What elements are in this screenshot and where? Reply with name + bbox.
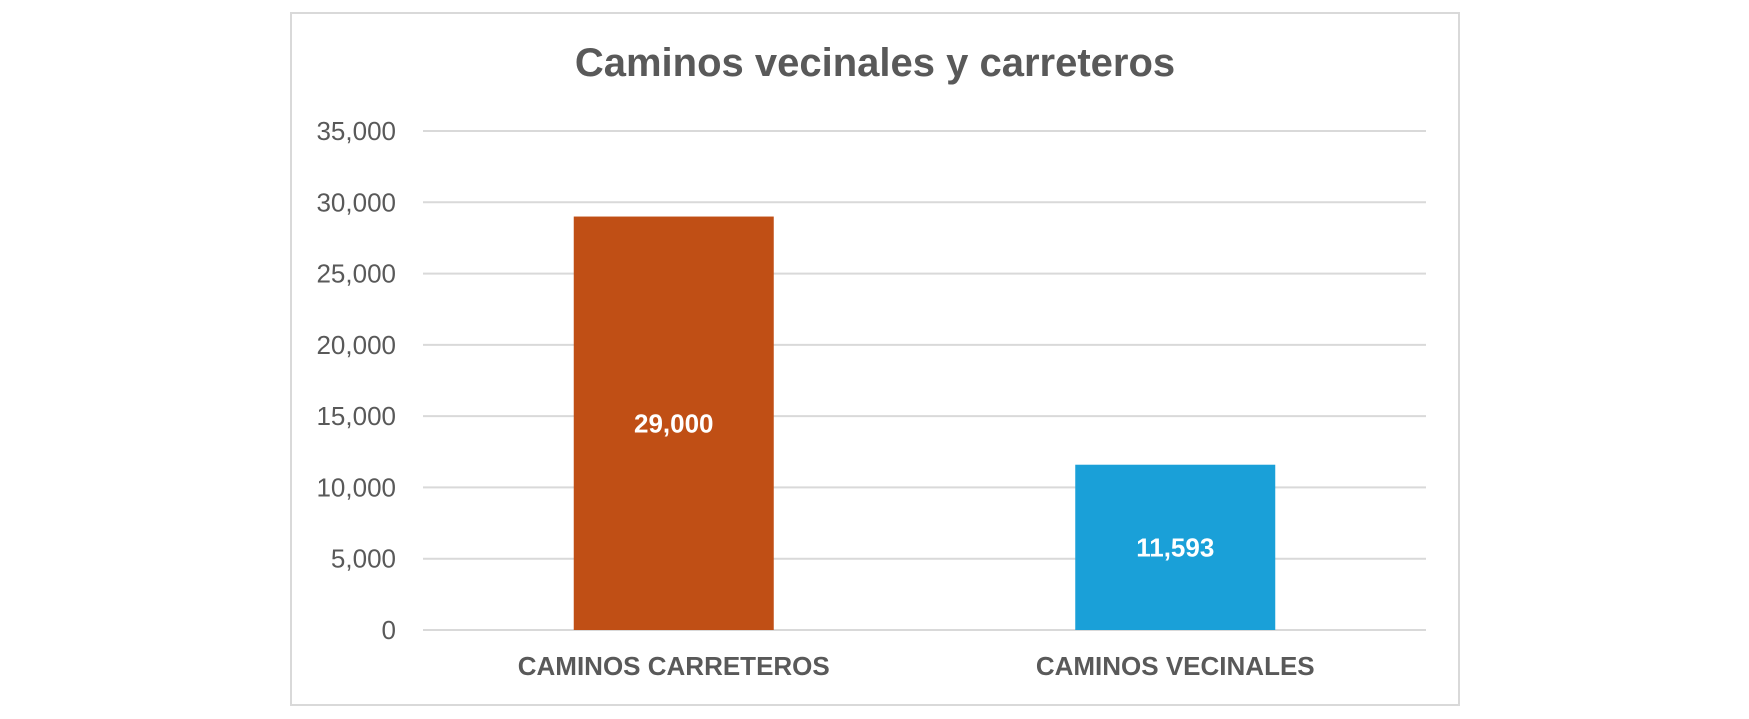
data-labels: 29,000 11,593 xyxy=(634,408,1214,562)
bar-2 xyxy=(1075,464,1276,630)
y-tick-label: 0 xyxy=(382,615,396,645)
y-tick-label: 35,000 xyxy=(316,116,396,146)
y-tick-label: 30,000 xyxy=(316,187,396,217)
y-tick-label: 20,000 xyxy=(316,330,396,360)
x-category-label: CAMINOS CARRETEROS xyxy=(518,651,830,681)
bar-data-label: 11,593 xyxy=(1136,532,1214,562)
gridlines xyxy=(423,130,1426,631)
y-tick-label: 10,000 xyxy=(316,472,396,502)
x-axis-categories: CAMINOS CARRETEROS CAMINOS VECINALES xyxy=(518,651,1315,681)
y-tick-label: 15,000 xyxy=(316,401,396,431)
y-tick-label: 5,000 xyxy=(331,544,396,574)
chart-title: Caminos vecinales y carreteros xyxy=(575,41,1175,85)
y-tick-label: 25,000 xyxy=(316,259,396,289)
bar-1 xyxy=(573,216,774,631)
x-category-label: CAMINOS VECINALES xyxy=(1036,651,1315,681)
bar-data-label: 29,000 xyxy=(634,408,714,438)
y-axis-ticks: 0 5,000 10,000 15,000 20,000 25,000 30,000 35,0… xyxy=(316,116,396,645)
bars xyxy=(573,216,1276,631)
